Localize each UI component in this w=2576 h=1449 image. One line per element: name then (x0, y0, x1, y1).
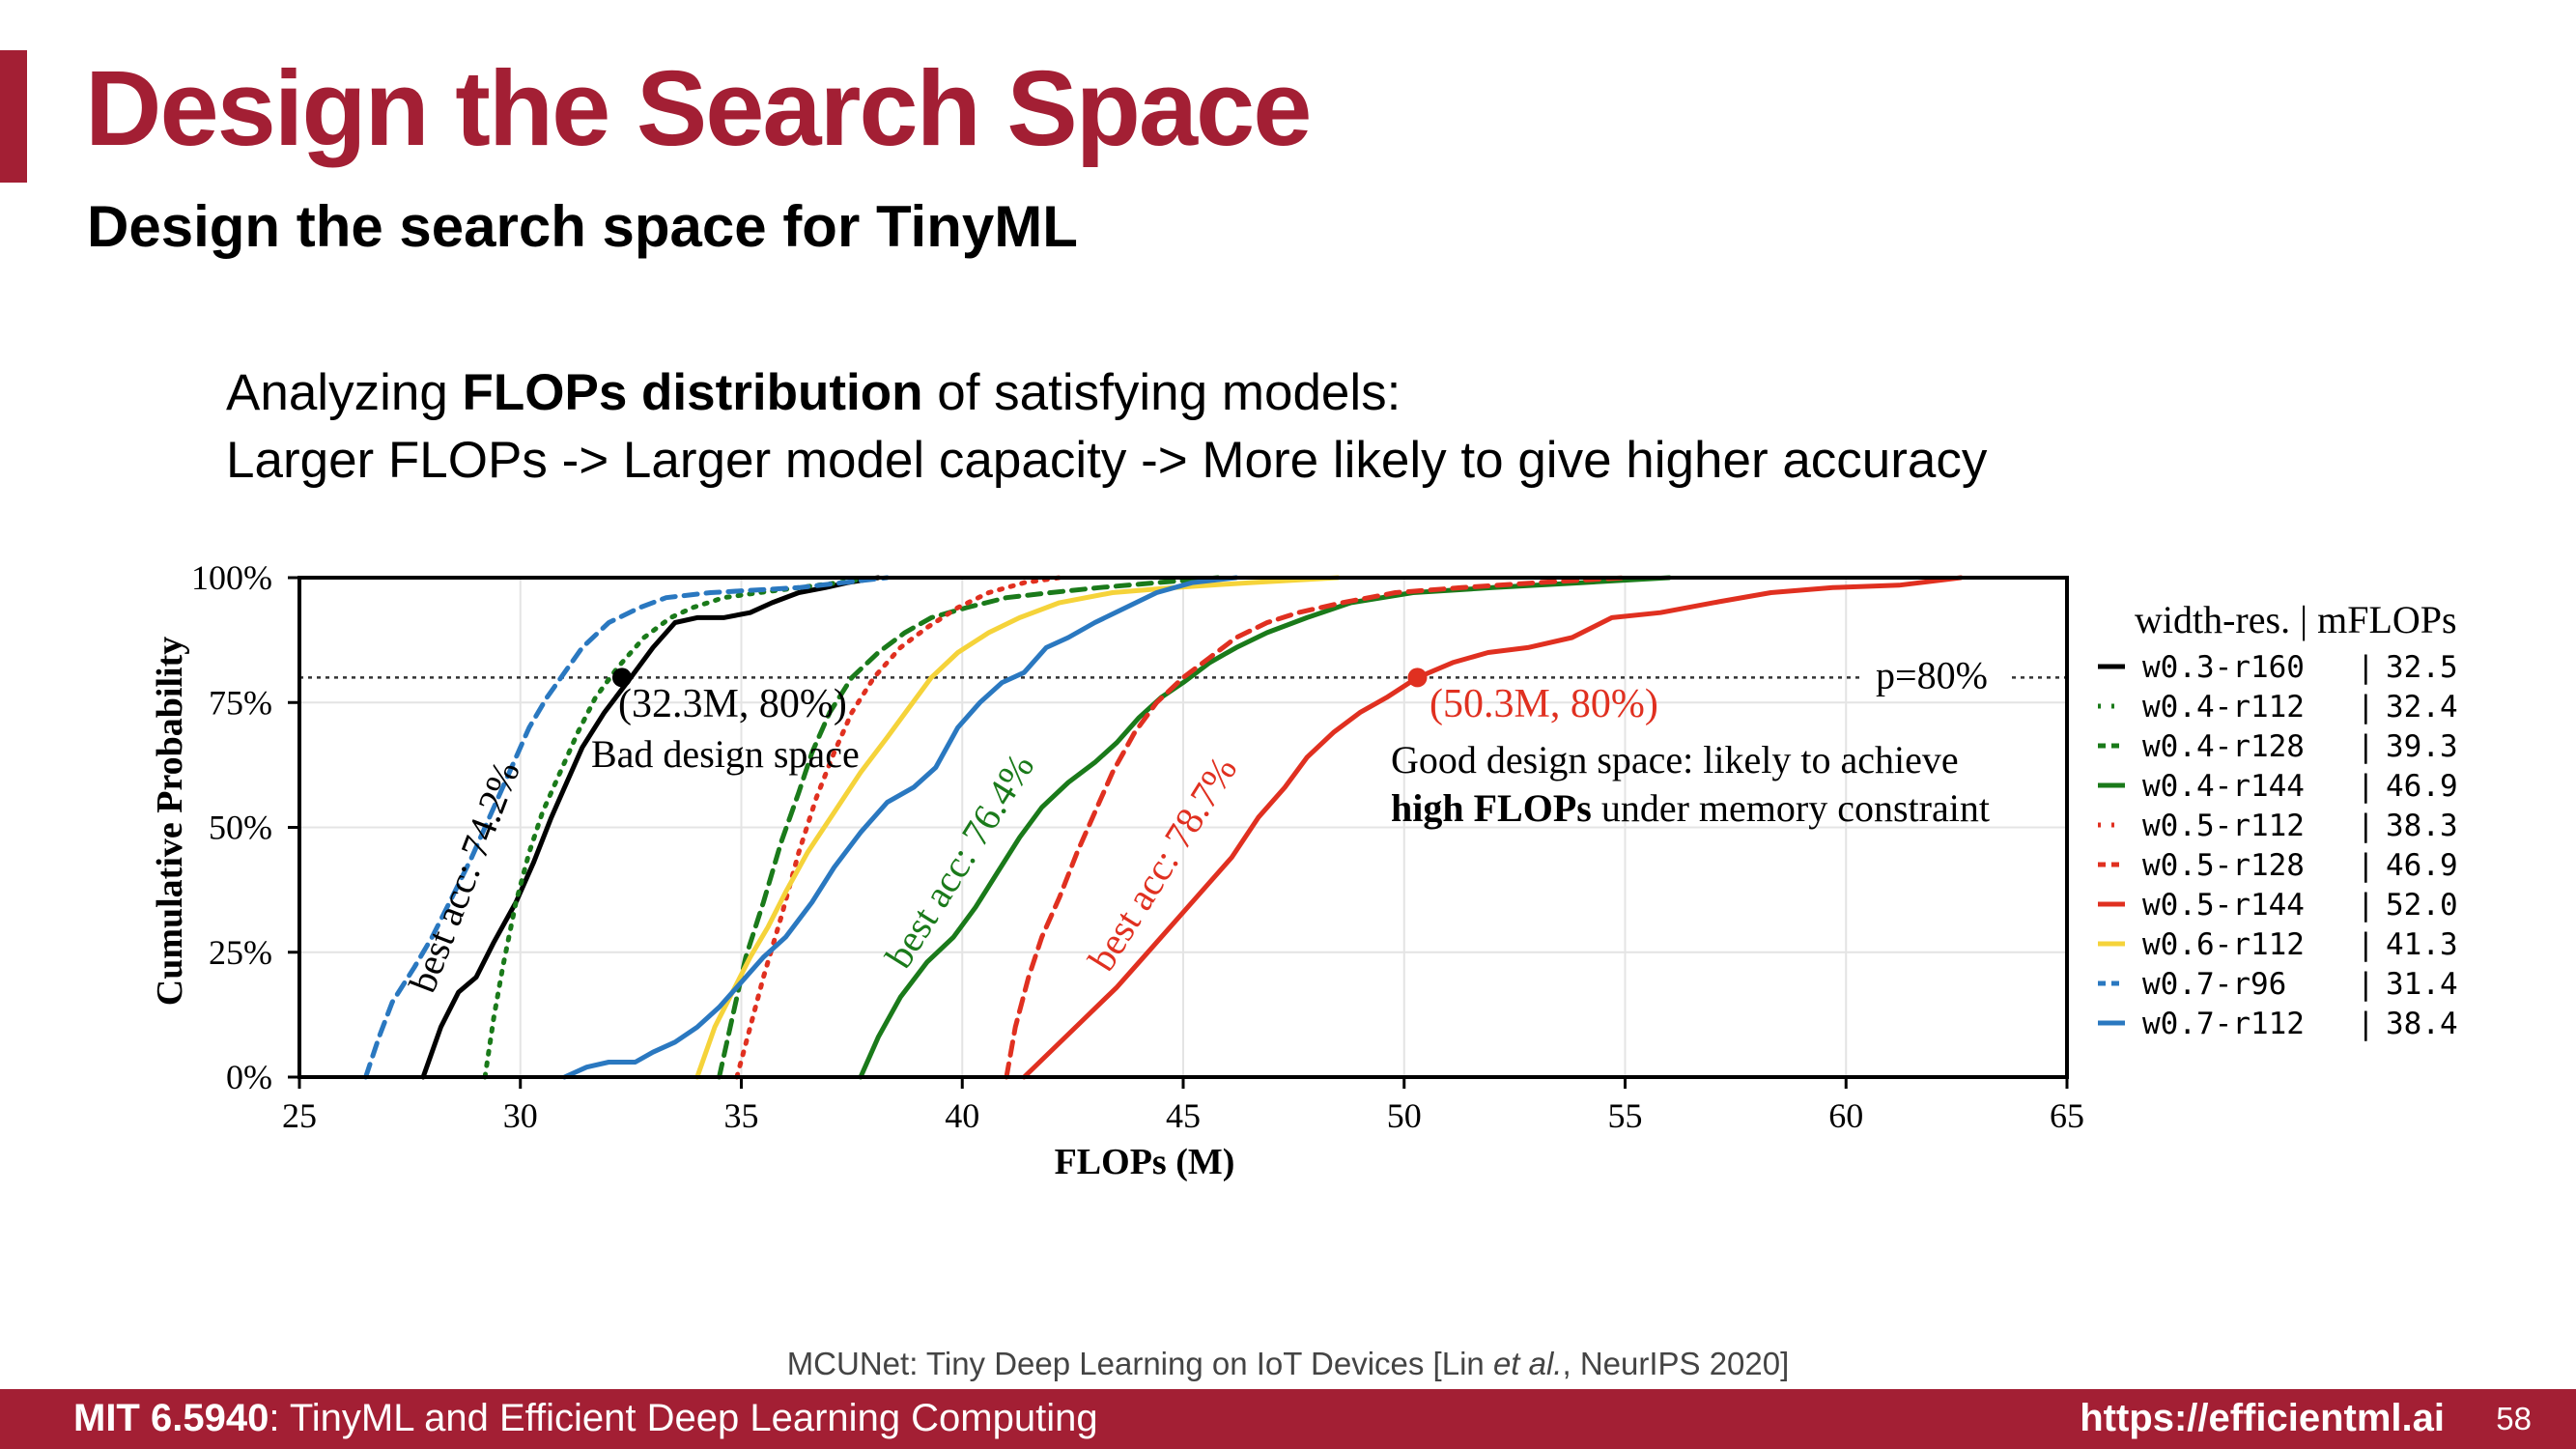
annotation-best-acc-76: best acc: 76.4% (876, 746, 1042, 976)
reference-label-bg (1859, 650, 2009, 692)
y-tick-label-2: 50% (209, 809, 272, 847)
legend-mflops-w0.4-r128: 39.3 (2386, 729, 2458, 764)
y-tick-label-0: 0% (226, 1058, 272, 1096)
analysis-line-1: Analyzing FLOPs distribution of satisfyi… (226, 359, 1987, 427)
annotations: (32.3M, 80%) Bad design space (50.3M, 80%)… (400, 668, 1990, 998)
slide-title: Design the Search Space (85, 49, 1312, 168)
legend-mflops-w0.4-r144: 46.9 (2386, 769, 2458, 804)
annotation-bad-design: Bad design space (591, 732, 860, 776)
legend-mflops-w0.7-r96: 31.4 (2386, 967, 2458, 1002)
legend-separator-w0.5-r144: | (2357, 888, 2375, 923)
legend-separator-w0.7-r112: | (2357, 1007, 2375, 1041)
legend-mflops-w0.5-r128: 46.9 (2386, 848, 2458, 883)
page-number: 58 (2496, 1401, 2532, 1436)
footer-course: MIT 6.5940: TinyML and Efficient Deep Le… (73, 1397, 1098, 1440)
series-line-w0.6-r112 (694, 575, 1341, 1080)
axis-ticks: 25 30 35 40 45 50 55 60 65 0% 25% 50% 75% 100% (191, 558, 2084, 1135)
legend: width-res. | mFLOPs w0.3-r160 | 32.5 w0.4-r1… (2098, 598, 2458, 1041)
reference-line-label: p=80% (1876, 653, 1988, 696)
citation-post: , NeurIPS 2020] (1562, 1346, 1790, 1381)
series-line-w0.7-r112 (562, 575, 1239, 1080)
analysis-line1-bold: FLOPs distribution (462, 364, 923, 421)
series-line-w0.4-r144 (858, 575, 1672, 1080)
point-32-3m (611, 668, 632, 688)
legend-mflops-w0.4-r112: 32.4 (2386, 690, 2458, 724)
analysis-text: Analyzing FLOPs distribution of satisfyi… (226, 359, 1987, 495)
x-tick-label-55: 55 (1608, 1096, 1643, 1135)
annotation-high-flops-rest: under memory constraint (1592, 786, 1990, 830)
legend-separator-w0.6-r112: | (2357, 927, 2375, 962)
footer-course-code: MIT 6.5940 (73, 1397, 269, 1439)
legend-separator-w0.4-r128: | (2357, 729, 2375, 764)
legend-mflops-w0.5-r144: 52.0 (2386, 888, 2458, 923)
legend-name-w0.6-r112: w0.6-r112 (2142, 927, 2305, 962)
cdf-chart: p=80% 25 30 35 40 45 50 55 60 650%25%50%75%100% … (150, 558, 2458, 1182)
series-lines (363, 575, 1964, 1080)
analysis-line1-post: of satisfying models: (922, 364, 1401, 421)
series-line-w0.5-r112 (734, 575, 1062, 1080)
citation: MCUNet: Tiny Deep Learning on IoT Device… (0, 1346, 2576, 1382)
point-50-3m (1407, 668, 1428, 688)
annotation-32-3m: (32.3M, 80%) (618, 682, 847, 726)
legend-separator-w0.3-r160: | (2357, 650, 2375, 685)
legend-separator-w0.7-r96: | (2357, 967, 2375, 1002)
legend-separator-w0.5-r112: | (2357, 809, 2375, 843)
legend-name-w0.5-r128: w0.5-r128 (2142, 848, 2305, 883)
series-line-w0.7-r96 (363, 575, 890, 1080)
annotation-high-flops: high FLOPs under memory constraint (1391, 786, 1990, 830)
y-tick-label-4: 100% (191, 558, 272, 597)
series-line-w0.3-r160 (420, 575, 881, 1080)
title-accent-bar (0, 50, 27, 183)
legend-name-w0.7-r96: w0.7-r96 (2142, 967, 2286, 1002)
legend-name-w0.5-r144: w0.5-r144 (2142, 888, 2305, 923)
x-tick-label-40: 40 (945, 1096, 979, 1135)
series-line-w0.5-r144 (1021, 575, 1964, 1080)
legend-name-w0.3-r160: w0.3-r160 (2142, 650, 2305, 685)
legend-name-w0.5-r112: w0.5-r112 (2142, 809, 2305, 843)
y-tick-label-3: 75% (209, 683, 272, 722)
legend-separator-w0.4-r144: | (2357, 769, 2375, 804)
x-tick-label-50: 50 (1387, 1096, 1422, 1135)
y-axis-label: Cumulative Probability (150, 637, 190, 1007)
annotation-high-flops-bold: high FLOPs (1391, 786, 1592, 830)
slide-subtitle: Design the search space for TinyML (87, 194, 1078, 259)
x-tick-label-60: 60 (1828, 1096, 1863, 1135)
legend-name-w0.4-r128: w0.4-r128 (2142, 729, 2305, 764)
annotation-good-design: Good design space: likely to achieve (1391, 738, 1959, 781)
x-tick-label-35: 35 (724, 1096, 759, 1135)
x-axis-label: FLOPs (M) (1055, 1142, 1235, 1182)
legend-separator-w0.4-r112: | (2357, 690, 2375, 724)
analysis-line-2: Larger FLOPs -> Larger model capacity ->… (226, 432, 1988, 489)
legend-mflops-w0.5-r112: 38.3 (2386, 809, 2458, 843)
legend-title: width-res. | mFLOPs (2135, 598, 2457, 641)
annotation-50-3m: (50.3M, 80%) (1430, 682, 1658, 726)
analysis-line1-pre: Analyzing (226, 364, 463, 421)
reference-line-group: p=80% (299, 650, 2067, 696)
legend-name-w0.4-r112: w0.4-r112 (2142, 690, 2305, 724)
legend-name-w0.7-r112: w0.7-r112 (2142, 1007, 2305, 1041)
x-tick-label-30: 30 (503, 1096, 538, 1135)
x-tick-label-65: 65 (2050, 1096, 2084, 1135)
legend-name-w0.4-r144: w0.4-r144 (2142, 769, 2305, 804)
legend-mflops-w0.6-r112: 41.3 (2386, 927, 2458, 962)
x-tick-label-45: 45 (1166, 1096, 1201, 1135)
annotation-best-acc-78: best acc: 78.7% (1079, 749, 1245, 979)
annotation-best-acc-74: best acc: 74.2% (400, 755, 527, 999)
footer-course-title: : TinyML and Efficient Deep Learning Com… (269, 1397, 1098, 1439)
footer-url-link[interactable]: https://efficientml.ai (2080, 1397, 2445, 1439)
citation-em: et al. (1492, 1346, 1563, 1381)
legend-separator-w0.5-r128: | (2357, 848, 2375, 883)
series-line-w0.5-r128 (1004, 575, 1628, 1080)
legend-mflops-w0.7-r112: 38.4 (2386, 1007, 2458, 1041)
x-tick-label-25: 25 (282, 1096, 317, 1135)
series-line-w0.4-r128 (717, 575, 1222, 1080)
citation-pre: MCUNet: Tiny Deep Learning on IoT Device… (786, 1346, 1493, 1381)
legend-mflops-w0.3-r160: 32.5 (2386, 650, 2458, 685)
footer-bar: MIT 6.5940: TinyML and Efficient Deep Le… (0, 1389, 2576, 1449)
y-tick-label-1: 25% (209, 933, 272, 972)
series-line-w0.4-r112 (482, 575, 877, 1080)
